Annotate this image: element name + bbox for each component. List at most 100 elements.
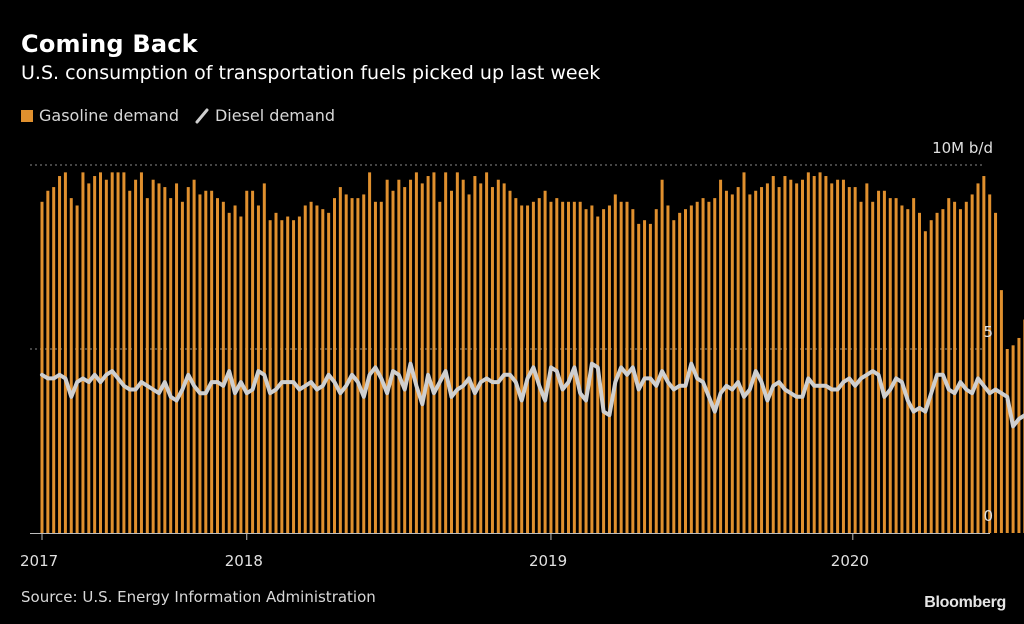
gasoline-bar	[262, 183, 266, 533]
gasoline-bar	[789, 179, 793, 533]
gasoline-bar	[455, 172, 459, 534]
gasoline-bar	[637, 223, 641, 533]
gasoline-bar	[602, 209, 606, 533]
chart-subtitle: U.S. consumption of transportation fuels…	[21, 62, 601, 84]
gasoline-bar	[40, 201, 44, 534]
gasoline-bar	[414, 172, 418, 534]
gasoline-bar	[210, 190, 214, 533]
gasoline-bar	[175, 183, 179, 533]
y-tick-label: 10M b/d	[932, 139, 993, 157]
x-tick-label: 2020	[831, 552, 869, 570]
gasoline-bar	[824, 176, 828, 534]
gasoline-bars	[40, 172, 1024, 534]
gasoline-bar	[145, 198, 149, 533]
gasoline-bar	[420, 183, 424, 533]
gasoline-bar	[953, 201, 957, 534]
gasoline-bar	[87, 183, 91, 533]
gasoline-bar	[286, 216, 290, 533]
gasoline-bar	[163, 187, 167, 533]
gasoline-bar	[853, 187, 857, 533]
gasoline-bar	[613, 194, 617, 533]
gasoline-bar	[812, 176, 816, 534]
gasoline-bar	[110, 172, 114, 534]
gasoline-bar	[409, 179, 413, 533]
gasoline-bar	[450, 190, 453, 533]
gasoline-bar	[268, 220, 272, 533]
gasoline-bar	[713, 198, 717, 533]
gasoline-bar	[736, 187, 740, 533]
gasoline-bar	[75, 205, 79, 534]
gasoline-bar	[63, 172, 67, 534]
gasoline-bar	[918, 212, 921, 533]
legend: Gasoline demand Diesel demand	[21, 106, 335, 125]
gasoline-bar	[473, 176, 477, 534]
gasoline-bar	[479, 183, 483, 533]
gasoline-bar	[584, 209, 588, 533]
gasoline-bar	[806, 172, 810, 534]
gasoline-bar	[760, 187, 764, 533]
legend-diesel-label: Diesel demand	[214, 106, 335, 125]
gasoline-bar	[251, 190, 255, 533]
bloomberg-logo: Bloomberg	[924, 594, 1006, 611]
gasoline-bar	[877, 190, 881, 533]
gasoline-bar	[52, 187, 56, 533]
gasoline-bar	[344, 194, 348, 533]
gasoline-bar	[297, 216, 301, 533]
gasoline-bar	[666, 205, 670, 534]
gasoline-bar	[122, 172, 126, 534]
gasoline-bar	[356, 198, 360, 533]
gasoline-bar	[467, 194, 471, 533]
gasoline-bar	[93, 176, 97, 534]
gasoline-bar	[432, 172, 436, 534]
gasoline-bar	[678, 212, 682, 533]
gasoline-bar	[994, 212, 998, 533]
gasoline-bar	[976, 183, 980, 533]
gasoline-bar	[578, 201, 582, 534]
gasoline-bar	[233, 205, 237, 534]
gasoline-bar	[777, 187, 781, 533]
gasoline-bar	[280, 220, 284, 533]
gasoline-bar	[379, 201, 383, 534]
gasoline-bar	[169, 198, 173, 533]
gasoline-bar	[520, 205, 524, 534]
gasoline-bar	[684, 209, 687, 533]
gasoline-bar	[180, 201, 184, 534]
gasoline-bar	[338, 187, 342, 533]
gasoline-bar	[801, 179, 804, 533]
gasoline-bar	[754, 190, 758, 533]
gasoline-bar	[496, 179, 500, 533]
gasoline-bar	[239, 216, 243, 533]
gasoline-bar	[514, 198, 518, 533]
gasoline-bar	[724, 190, 728, 533]
gasoline-bar	[198, 194, 202, 533]
gasoline-bar	[865, 183, 869, 533]
gasoline-bar	[58, 176, 62, 534]
gasoline-bar	[461, 179, 465, 533]
gasoline-bar	[695, 201, 699, 534]
gasoline-bar	[292, 220, 296, 533]
gasoline-bar	[397, 179, 401, 533]
gasoline-bar	[654, 209, 658, 533]
gasoline-bar	[941, 209, 945, 533]
gasoline-bar	[958, 209, 962, 533]
gasoline-bar	[795, 183, 799, 533]
gasoline-bar	[81, 172, 85, 534]
gasoline-bar	[555, 198, 559, 533]
gasoline-bar	[350, 198, 354, 533]
gasoline-bar	[701, 198, 705, 533]
legend-gasoline-label: Gasoline demand	[39, 106, 179, 125]
gasoline-bar	[490, 187, 494, 533]
gasoline-bar	[923, 231, 927, 534]
gasoline-bar	[748, 194, 752, 533]
gasoline-bar	[625, 201, 629, 534]
gasoline-bar	[660, 179, 664, 533]
gasoline-legend-swatch-icon	[21, 109, 33, 122]
x-tick-label: 2019	[529, 552, 567, 570]
diesel-line-group	[40, 361, 1024, 429]
diesel-line	[40, 361, 1024, 429]
gasoline-bar	[982, 176, 986, 534]
gasoline-bar	[321, 209, 325, 533]
gasoline-bar	[508, 190, 512, 533]
gasoline-bar	[906, 209, 910, 533]
